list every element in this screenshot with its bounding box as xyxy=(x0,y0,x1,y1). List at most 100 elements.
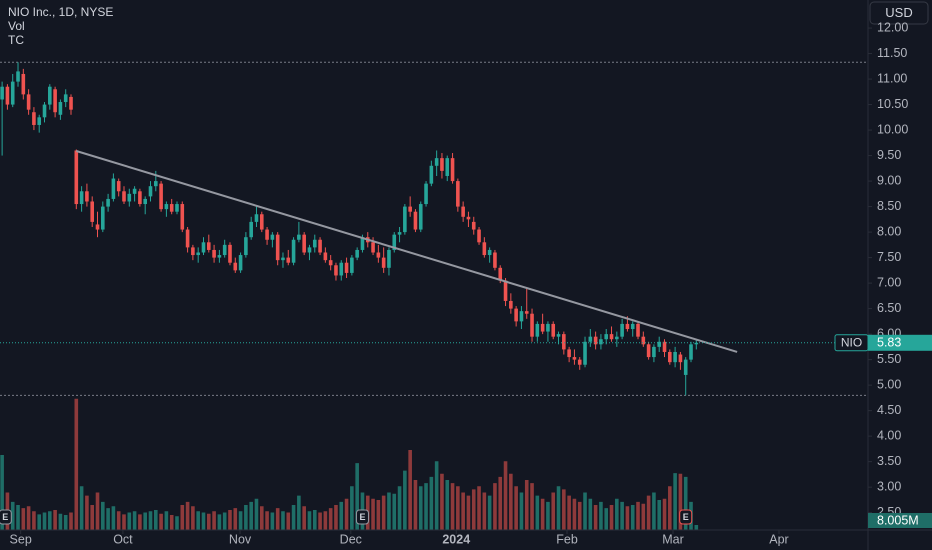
x-tick-label: Dec xyxy=(340,532,362,546)
candle-body xyxy=(646,344,651,358)
volume-bar xyxy=(678,473,683,530)
volume-bar xyxy=(392,493,397,530)
candle-body xyxy=(694,342,699,345)
y-tick-label: 10.50 xyxy=(877,97,908,111)
candle-body xyxy=(259,214,264,230)
volume-bar xyxy=(503,461,508,530)
candle-body xyxy=(445,158,450,176)
candle-body xyxy=(678,354,683,363)
volume-bar xyxy=(169,515,174,530)
volume-bar xyxy=(0,455,4,530)
volume-bar xyxy=(228,510,232,530)
x-tick-label: Feb xyxy=(556,532,578,546)
candle-body xyxy=(37,117,42,125)
volume-bar xyxy=(482,492,487,530)
volume-bar xyxy=(74,398,79,530)
x-tick-label: Apr xyxy=(769,532,788,546)
volume-bar xyxy=(636,501,640,530)
volume-bar xyxy=(286,512,291,530)
candle-body xyxy=(471,221,476,230)
candle-body xyxy=(371,242,375,253)
volume-bar xyxy=(42,512,47,530)
volume-bar xyxy=(217,514,222,530)
candle-body xyxy=(620,323,624,337)
candle-body xyxy=(74,150,79,205)
volume-bar xyxy=(238,511,243,530)
candle-body xyxy=(0,86,4,100)
candle-body xyxy=(387,249,391,268)
candle-body xyxy=(551,323,556,337)
candle-body xyxy=(562,334,566,350)
candle-body xyxy=(238,255,243,271)
volume-bar xyxy=(604,508,609,530)
volume-bar xyxy=(106,508,110,530)
volume-bar xyxy=(318,512,322,530)
candle-body xyxy=(328,260,333,266)
volume-bar xyxy=(270,512,275,530)
volume-bar xyxy=(572,498,577,530)
volume-bar xyxy=(111,506,116,530)
volume-bar xyxy=(48,511,52,530)
volume-bar xyxy=(562,489,566,530)
candle-body xyxy=(116,181,121,192)
candle-body xyxy=(535,323,540,337)
y-tick-label: 11.00 xyxy=(877,71,907,85)
earnings-marker xyxy=(355,509,369,525)
candle-body xyxy=(307,247,312,253)
volume-bar xyxy=(85,495,89,530)
volume-bar xyxy=(254,498,259,530)
volume-bar xyxy=(201,512,206,530)
earnings-marker xyxy=(0,509,12,525)
candle-body xyxy=(180,204,185,230)
candle-body xyxy=(10,81,15,105)
candle-body xyxy=(355,249,359,258)
candle-body xyxy=(673,351,677,363)
volume-bar xyxy=(440,473,444,530)
volume-bar xyxy=(90,505,95,530)
candle-body xyxy=(48,86,52,105)
volume-bar xyxy=(63,515,68,530)
currency-button[interactable] xyxy=(869,1,929,25)
volume-bar xyxy=(434,461,439,530)
volume-bar xyxy=(588,498,593,530)
y-tick-label: 5.50 xyxy=(877,352,901,366)
candle-body xyxy=(153,181,158,187)
candle-body xyxy=(196,252,200,256)
volume-bar xyxy=(546,501,550,530)
volume-bar xyxy=(53,510,57,530)
earnings-label: E xyxy=(2,512,8,522)
candle-body xyxy=(636,323,640,337)
candle-body xyxy=(16,71,20,82)
candle-body xyxy=(217,255,222,258)
candle-body xyxy=(5,86,10,105)
currency-label[interactable]: USD xyxy=(885,5,912,20)
earnings-marker xyxy=(679,509,693,525)
candle-body xyxy=(588,336,593,342)
y-tick-label: 5.00 xyxy=(877,377,901,391)
candle-body xyxy=(111,178,116,199)
volume-bar xyxy=(652,492,656,530)
volume-bar xyxy=(381,495,386,530)
candle-body xyxy=(191,247,195,256)
volume-bar xyxy=(138,514,142,530)
candle-body xyxy=(509,300,513,309)
y-tick-label: 10.00 xyxy=(877,122,908,136)
candle-body xyxy=(350,257,354,273)
candle-body xyxy=(233,262,238,271)
volume-bar xyxy=(69,512,73,530)
y-tick-label: 4.00 xyxy=(877,428,901,442)
last-volume-label: 8.005M xyxy=(877,513,919,527)
candle-body xyxy=(615,336,619,340)
volume-bar xyxy=(101,501,105,530)
volume-bar xyxy=(16,505,20,530)
y-tick-label: 9.50 xyxy=(877,148,901,162)
candle-body xyxy=(583,341,587,365)
y-tick-label: 12.00 xyxy=(877,20,908,34)
candle-body xyxy=(206,242,211,250)
volume-bar xyxy=(206,513,211,530)
y-tick-label: 7.00 xyxy=(877,275,901,289)
volume-bar xyxy=(132,511,137,530)
volume-bar xyxy=(657,500,662,530)
